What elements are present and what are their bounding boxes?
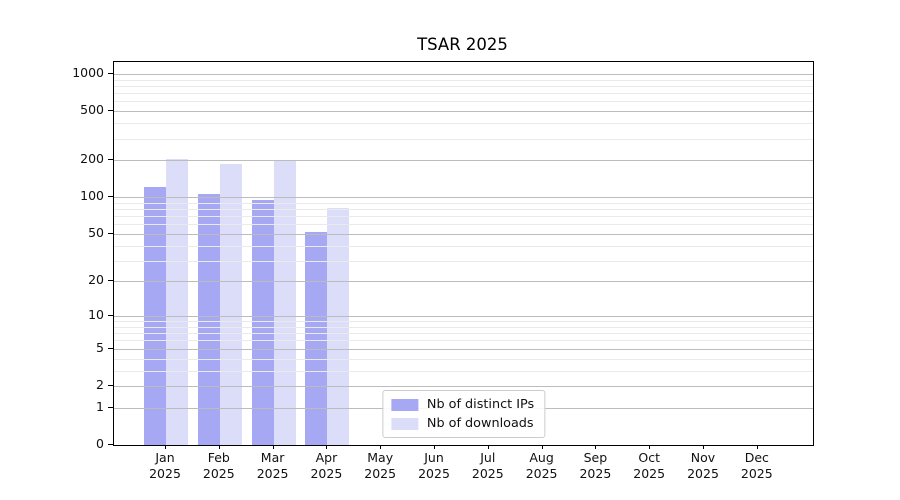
y-tick-label-5: 5 (96, 339, 104, 355)
x-tick-year: 2025 (687, 466, 719, 481)
x-tick-year: 2025 (418, 466, 450, 481)
x-tick-month: Jan (155, 450, 175, 465)
x-tick-year: 2025 (525, 466, 558, 481)
x-tick-year: 2025 (579, 466, 612, 481)
x-tick-label-jun: Jun 2025 (402, 450, 466, 482)
x-tick-month: Mar (260, 450, 285, 465)
legend-swatch-downloads (390, 417, 418, 430)
gridline-minor-800 (114, 85, 813, 87)
x-tick-month: Dec (744, 450, 769, 465)
x-tick-mark-sep (595, 445, 597, 449)
x-tick-label-oct: Oct 2025 (617, 450, 681, 482)
gridline-major-1000 (114, 73, 813, 75)
x-tick-year: 2025 (740, 466, 773, 481)
x-tick-mark-jan (165, 445, 166, 449)
x-tick-year: 2025 (364, 466, 397, 481)
bar-distinct-ips-feb (197, 194, 220, 445)
x-tick-month: Apr (315, 450, 338, 465)
y-tick-label-50: 50 (88, 224, 104, 240)
x-tick-label-may: May 2025 (348, 450, 412, 482)
gridline-minor-900 (114, 79, 813, 81)
gridline-major-200 (114, 160, 813, 162)
y-tick-mark-10 (108, 315, 113, 317)
gridline-minor-600 (114, 101, 813, 103)
y-tick-mark-20 (108, 280, 113, 282)
bar-downloads-feb (219, 163, 242, 445)
x-tick-month: Oct (638, 450, 660, 465)
x-tick-mark-aug (541, 445, 543, 449)
x-tick-mark-apr (326, 445, 328, 449)
x-tick-year: 2025 (256, 466, 289, 481)
x-tick-month: Sep (583, 450, 608, 465)
y-tick-label-0: 0 (96, 436, 104, 451)
x-tick-label-feb: Feb 2025 (187, 450, 251, 482)
y-tick-label-500: 500 (80, 102, 104, 118)
bar-distinct-ips-mar (251, 199, 274, 445)
y-tick-mark-500 (108, 110, 113, 112)
chart-title: TSAR 2025 (417, 35, 508, 54)
y-tick-mark-1000 (108, 72, 113, 74)
x-tick-mark-feb (218, 445, 220, 449)
x-tick-mark-mar (272, 445, 274, 449)
x-tick-mark-oct (649, 445, 651, 449)
x-tick-month: Aug (529, 450, 554, 465)
y-tick-label-10: 10 (88, 307, 104, 323)
y-tick-label-100: 100 (80, 188, 104, 204)
y-tick-mark-5 (108, 347, 113, 349)
x-tick-year: 2025 (471, 466, 504, 481)
x-tick-label-sep: Sep 2025 (563, 450, 627, 482)
x-tick-month: May (367, 450, 394, 465)
y-tick-mark-100 (108, 196, 113, 198)
y-tick-mark-50 (108, 232, 113, 234)
y-tick-mark-200 (108, 159, 113, 161)
x-tick-mark-may (380, 445, 382, 449)
y-tick-label-1000: 1000 (72, 64, 104, 80)
x-tick-mark-nov (703, 445, 704, 449)
x-tick-label-mar: Mar 2025 (241, 450, 305, 482)
x-tick-label-jan: Jan 2025 (133, 450, 197, 482)
bar-downloads-jan (166, 158, 188, 445)
x-tick-year: 2025 (149, 466, 181, 481)
legend-label-distinct-ips: Nb of distinct IPs (426, 397, 535, 412)
bar-downloads-apr (327, 208, 350, 445)
gridline-minor-400 (114, 123, 813, 125)
x-tick-month: Jun (424, 450, 444, 465)
x-tick-label-dec: Dec 2025 (725, 450, 789, 482)
x-tick-label-nov: Nov 2025 (671, 450, 735, 482)
y-tick-label-20: 20 (88, 272, 104, 288)
legend: Nb of distinct IPs Nb of downloads (381, 390, 546, 438)
x-tick-month: Nov (690, 450, 716, 465)
gridline-minor-300 (114, 138, 813, 140)
y-tick-label-2: 2 (96, 377, 104, 392)
y-tick-mark-1 (108, 406, 113, 408)
x-tick-year: 2025 (310, 466, 343, 481)
plot-area: Nb of distinct IPs Nb of downloads (113, 61, 814, 446)
x-tick-month: Jul (480, 450, 496, 465)
legend-label-downloads: Nb of downloads (426, 416, 534, 431)
x-tick-mark-jun (434, 445, 435, 449)
legend-item-distinct-ips: Nb of distinct IPs (389, 395, 536, 414)
x-tick-year: 2025 (202, 466, 235, 481)
y-tick-mark-0 (108, 444, 113, 445)
y-tick-label-200: 200 (80, 151, 104, 167)
legend-item-downloads: Nb of downloads (389, 414, 536, 433)
x-tick-year: 2025 (633, 466, 666, 481)
gridline-minor-700 (114, 93, 813, 95)
x-tick-label-aug: Aug 2025 (510, 450, 574, 482)
bar-distinct-ips-apr (305, 231, 328, 445)
bar-downloads-mar (273, 159, 296, 445)
gridline-major-500 (114, 111, 813, 113)
x-tick-label-jul: Jul 2025 (456, 450, 520, 482)
x-tick-mark-dec (756, 445, 758, 449)
x-tick-label-apr: Apr 2025 (294, 450, 358, 482)
x-tick-month: Feb (207, 450, 230, 465)
y-tick-label-1: 1 (96, 398, 104, 414)
y-tick-mark-2 (108, 385, 113, 386)
legend-swatch-distinct-ips (390, 398, 418, 411)
bar-distinct-ips-jan (144, 187, 166, 445)
x-tick-mark-jul (487, 445, 489, 449)
